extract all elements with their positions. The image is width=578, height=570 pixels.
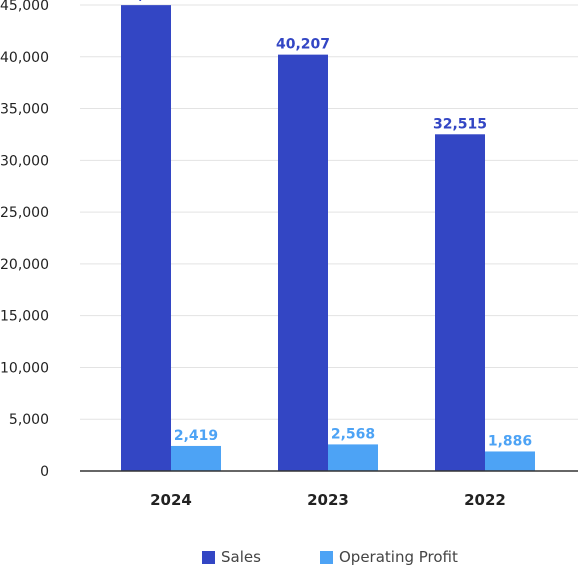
y-tick-label: 40,000 [0,50,49,66]
data-label-sales-2022: 32,515 [433,116,487,132]
data-label-operating-profit-2024: 2,419 [174,428,218,444]
bar-chart: 0 5,000 10,000 15,000 20,000 25,000 30,000 35,0… [0,0,578,509]
data-label-sales-2023: 40,207 [276,37,330,53]
legend-item-operating-profit[interactable]: Operating Profit [320,548,458,566]
data-label-operating-profit-2022: 1,886 [488,433,532,449]
y-tick-label: 20,000 [0,257,49,273]
bar-operating-profit-2024[interactable] [171,445,221,471]
data-labels: 44,987 2,419 40,207 2,568 32,515 1,886 [119,0,532,449]
y-tick-label: 30,000 [0,153,49,169]
y-tick-label: 5,000 [9,412,49,428]
bar-sales-2023[interactable] [278,54,328,471]
y-tick-label: 15,000 [0,309,49,325]
bars [121,5,535,472]
bar-operating-profit-2022[interactable] [485,451,535,471]
bar-operating-profit-2023[interactable] [328,444,378,471]
y-tick-label: 35,000 [0,102,49,118]
y-tick-label: 45,000 [0,0,49,14]
x-axis-ticks: 2024 2023 2022 [150,491,506,509]
legend-swatch-sales [202,550,215,564]
legend-label-operating-profit: Operating Profit [339,548,458,566]
x-tick-label: 2023 [307,491,349,509]
y-tick-label: 25,000 [0,205,49,221]
data-label-sales-2024: 44,987 [119,0,173,3]
legend-label-sales: Sales [221,548,261,566]
x-tick-label: 2024 [150,491,192,509]
y-axis-ticks: 0 5,000 10,000 15,000 20,000 25,000 30,000 35,0… [0,0,49,480]
legend-item-sales[interactable]: Sales [202,548,261,566]
bar-sales-2022[interactable] [435,134,485,471]
data-label-operating-profit-2023: 2,568 [331,426,375,442]
bar-sales-2024[interactable] [121,5,171,472]
x-tick-label: 2022 [464,491,506,509]
y-tick-label: 0 [40,464,49,480]
legend-swatch-operating-profit [320,550,333,564]
legend: Sales Operating Profit [0,548,578,570]
y-tick-label: 10,000 [0,360,49,376]
